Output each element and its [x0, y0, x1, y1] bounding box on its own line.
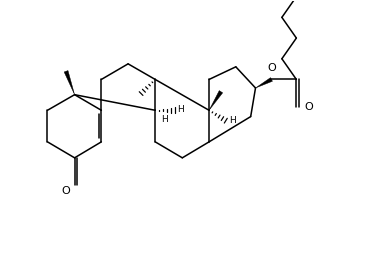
Text: H: H — [229, 116, 235, 125]
Text: O: O — [268, 63, 277, 73]
Polygon shape — [64, 71, 75, 95]
Polygon shape — [256, 78, 272, 88]
Text: H: H — [178, 105, 184, 114]
Polygon shape — [209, 91, 223, 110]
Text: O: O — [304, 102, 313, 111]
Text: H: H — [161, 115, 168, 124]
Text: O: O — [61, 186, 70, 197]
